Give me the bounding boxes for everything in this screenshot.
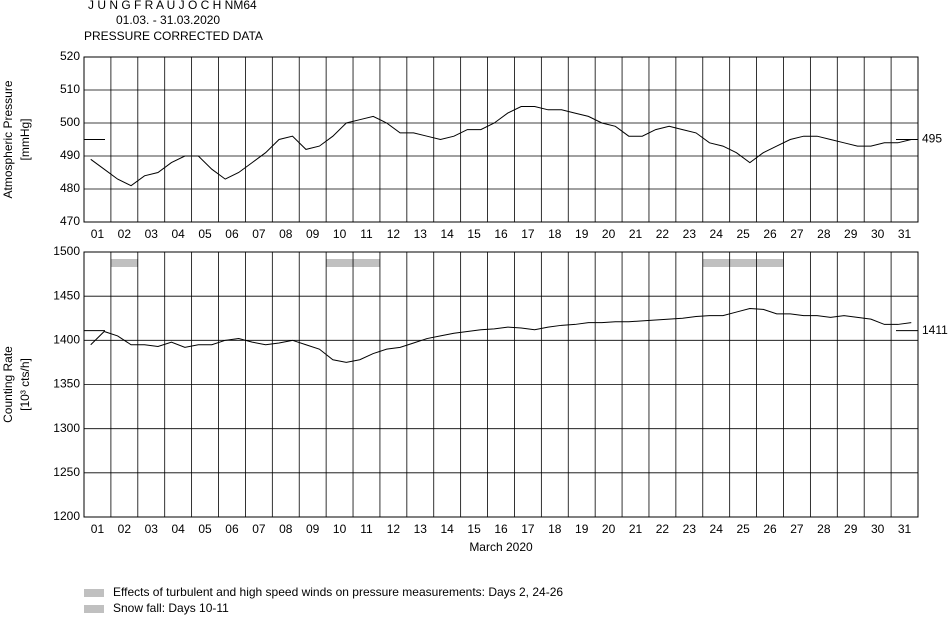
x-tick-label: 20 — [602, 227, 616, 241]
x-tick-label: 08 — [279, 227, 293, 241]
x-tick-label: 14 — [441, 522, 455, 536]
y-tick-label: 500 — [60, 115, 80, 129]
x-tick-label: 18 — [548, 522, 562, 536]
x-tick-label: 11 — [360, 522, 373, 536]
x-tick-label: 01 — [91, 227, 105, 241]
x-tick-label: 23 — [683, 522, 697, 536]
x-tick-label: 06 — [225, 522, 239, 536]
x-tick-label: 15 — [467, 227, 481, 241]
y-tick-label: 1300 — [53, 421, 80, 435]
y-tick-label: 1350 — [53, 377, 80, 391]
x-tick-label: 27 — [790, 522, 804, 536]
x-tick-label: 06 — [225, 227, 239, 241]
y-tick-label: 510 — [60, 82, 80, 96]
x-tick-label: 12 — [387, 227, 401, 241]
x-tick-label: 03 — [145, 522, 159, 536]
y-tick-label: 480 — [60, 181, 80, 195]
y-tick-label: 1500 — [53, 244, 80, 258]
legend-swatch — [84, 589, 104, 597]
subtitle: PRESSURE CORRECTED DATA — [84, 29, 263, 43]
x-tick-label: 19 — [575, 522, 589, 536]
y-tick-label: 520 — [60, 49, 80, 63]
plot-frame — [83, 56, 919, 223]
x-tick-label: 14 — [441, 227, 455, 241]
x-tick-label: 25 — [736, 227, 750, 241]
y-tick-label: 1250 — [53, 465, 80, 479]
y-tick-label: 1400 — [53, 333, 80, 347]
x-tick-label: 05 — [198, 522, 212, 536]
y-axis-label: [10³ cts/h] — [18, 358, 32, 411]
x-tick-label: 29 — [844, 522, 858, 536]
y-axis-label: Atmospheric Pressure — [1, 80, 15, 198]
x-tick-label: 28 — [817, 522, 831, 536]
x-tick-label: 20 — [602, 522, 616, 536]
band — [110, 259, 138, 267]
x-tick-label: 08 — [279, 522, 293, 536]
x-tick-label: 07 — [252, 227, 266, 241]
y-axis-label: Counting Rate — [1, 346, 15, 423]
x-tick-label: 18 — [548, 227, 562, 241]
x-tick-label: 28 — [817, 227, 831, 241]
x-tick-label: 13 — [414, 227, 428, 241]
x-tick-label: 16 — [494, 522, 508, 536]
header-title: J U N G F R A U J O C H NM64 — [88, 0, 257, 12]
x-tick-label: 15 — [467, 522, 481, 536]
x-tick-label: 21 — [629, 522, 643, 536]
x-tick-label: 05 — [198, 227, 212, 241]
band — [702, 259, 784, 267]
x-tick-label: 17 — [521, 227, 535, 241]
data-line — [90, 308, 912, 363]
x-tick-label: 22 — [656, 522, 670, 536]
x-tick-label: 24 — [710, 522, 724, 536]
x-tick-label: 30 — [871, 227, 885, 241]
x-tick-label: 22 — [656, 227, 670, 241]
y-tick-label: 490 — [60, 148, 80, 162]
x-tick-label: 09 — [306, 227, 320, 241]
x-tick-label: 02 — [118, 227, 132, 241]
x-tick-label: 19 — [575, 227, 589, 241]
x-tick-label: 09 — [306, 522, 320, 536]
x-tick-label: 17 — [521, 522, 535, 536]
x-tick-label: 24 — [710, 227, 724, 241]
legend-swatch — [84, 605, 104, 613]
reference-label: 495 — [922, 132, 942, 146]
x-tick-label: 12 — [387, 522, 401, 536]
legend-label: Snow fall: Days 10-11 — [113, 601, 229, 615]
x-tick-label: 07 — [252, 522, 266, 536]
x-tick-label: 13 — [414, 522, 428, 536]
x-tick-label: 11 — [360, 227, 373, 241]
x-tick-label: 04 — [171, 227, 185, 241]
x-tick-label: 10 — [333, 227, 347, 241]
x-tick-label: 31 — [898, 522, 912, 536]
x-tick-label: 03 — [145, 227, 159, 241]
y-tick-label: 470 — [60, 214, 80, 228]
x-tick-label: 04 — [171, 522, 185, 536]
legend-label: Effects of turbulent and high speed wind… — [113, 585, 563, 599]
x-tick-label: 26 — [763, 522, 777, 536]
reference-label: 1411 — [922, 323, 948, 337]
plot-frame — [83, 251, 919, 518]
x-tick-label: 21 — [629, 227, 643, 241]
y-axis-label: [mmHg] — [18, 119, 32, 161]
x-tick-label: 27 — [790, 227, 804, 241]
x-tick-label: 16 — [494, 227, 508, 241]
y-tick-label: 1200 — [53, 509, 80, 523]
x-tick-label: 02 — [118, 522, 132, 536]
x-tick-label: 10 — [333, 522, 347, 536]
x-tick-label: 31 — [898, 227, 912, 241]
date-range: 01.03. - 31.03.2020 — [116, 13, 220, 27]
x-tick-label: 26 — [763, 227, 777, 241]
data-line — [90, 106, 912, 187]
x-tick-label: 25 — [736, 522, 750, 536]
x-axis-label: March 2020 — [469, 540, 533, 554]
x-tick-label: 30 — [871, 522, 885, 536]
y-tick-label: 1450 — [53, 288, 80, 302]
x-tick-label: 23 — [683, 227, 697, 241]
x-tick-label: 29 — [844, 227, 858, 241]
x-tick-label: 01 — [91, 522, 105, 536]
